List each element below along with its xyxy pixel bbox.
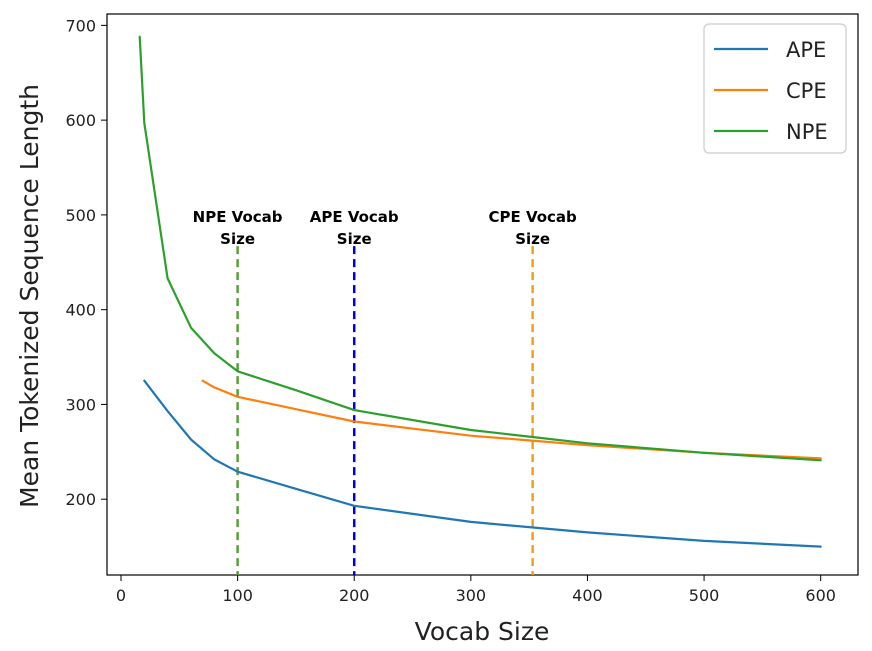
annotation-labels: NPE Vocab Size APE Vocab Size CPE Vocab Size [193,208,577,248]
annotation-label-line1: NPE Vocab [193,208,283,226]
series-lines [138,35,822,548]
x-tick-label: 500 [689,586,720,605]
x-tick-label: 100 [222,586,253,605]
y-tick-label: 300 [65,395,96,414]
vocab-size-markers [236,246,534,575]
x-tick-label: 400 [572,586,603,605]
annotation-label-line1: CPE Vocab [488,208,577,226]
y-axis-ticks: 200 300 400 500 600 700 [65,16,107,509]
y-tick-label: 600 [65,111,96,130]
annotation-label-line2: Size [220,230,255,248]
y-tick-label: 200 [65,490,96,509]
y-tick-label: 400 [65,301,96,320]
y-tick-label: 700 [65,16,96,35]
x-tick-label: 600 [805,586,836,605]
legend: APE CPE NPE [703,23,847,154]
x-tick-label: 200 [339,586,370,605]
x-tick-label: 300 [456,586,487,605]
legend-label: APE [786,38,826,62]
annotation-label-line1: APE Vocab [310,208,399,226]
legend-label: CPE [786,79,827,103]
series-line-ape [143,379,822,548]
annotation-label-line2: Size [337,230,372,248]
series-line-npe [138,35,822,462]
annotation-label-line2: Size [515,230,550,248]
y-axis-title: Mean Tokenized Sequence Length [15,84,44,508]
y-tick-label: 500 [65,206,96,225]
legend-label: NPE [786,120,828,144]
x-tick-label: 0 [116,586,126,605]
legend-box [703,23,847,154]
x-axis-ticks: 0 100 200 300 400 500 600 [116,575,836,605]
x-axis-title: Vocab Size [415,617,550,646]
